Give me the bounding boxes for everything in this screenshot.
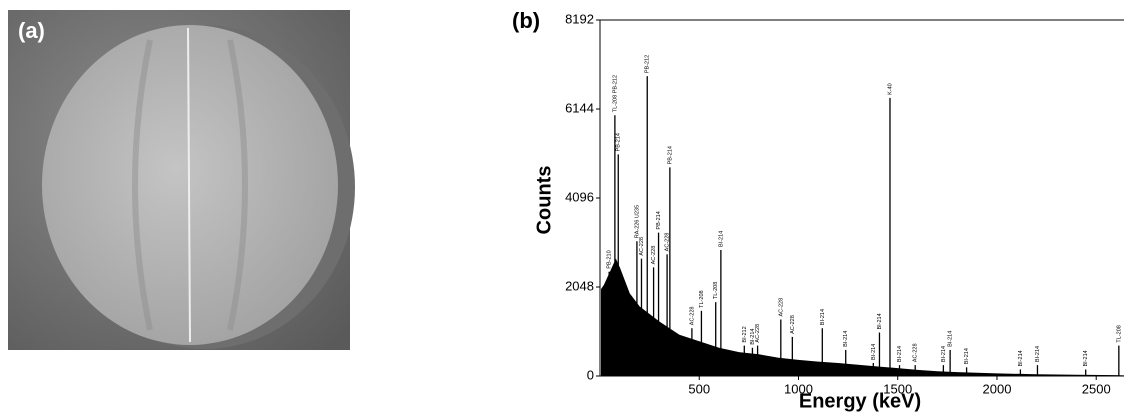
y-tick-label: 4096: [565, 189, 594, 204]
peak-label: BI-214: [1035, 346, 1041, 362]
x-tick-label: 2500: [1082, 381, 1111, 396]
peak-label: AC-228: [755, 324, 761, 343]
y-tick-label: 8192: [565, 11, 594, 26]
peak-label: BI-214: [820, 309, 826, 325]
y-tick-label: 2048: [565, 278, 594, 293]
peak-label: BI-214: [948, 331, 954, 347]
peak-label: AC-228: [651, 246, 657, 265]
peak-label: TL-208 PB-212: [612, 75, 618, 112]
disc-texture: [132, 39, 248, 331]
photo: 8 cm (a): [8, 10, 435, 350]
peak-label: AC-228: [689, 307, 695, 326]
scale-label: 8 cm: [385, 174, 435, 199]
peak-label: PB-210: [607, 250, 613, 268]
y-tick-label: 6144: [565, 100, 594, 115]
peak-label: BI-214: [964, 348, 970, 364]
continuum: [600, 258, 1124, 376]
seam: [187, 27, 191, 343]
peak-label: AC-228: [639, 237, 645, 256]
peak-label: BI-214: [750, 329, 756, 345]
peak-label: AC-228: [778, 298, 784, 317]
peak-label: PB-212: [645, 55, 651, 73]
peak-label: AC-228: [665, 233, 671, 252]
x-tick-label: 1000: [784, 381, 813, 396]
y-tick-label: 0: [587, 367, 594, 382]
x-tick-label: 500: [688, 381, 710, 396]
peak-label: BI-214: [877, 313, 883, 329]
x-axis-label: Energy (keV): [799, 390, 921, 412]
peak-label: PB-214: [656, 211, 662, 229]
x-tick-label: 2000: [983, 381, 1012, 396]
peak-label: TL-208: [1116, 325, 1122, 342]
arrow-head: [358, 34, 382, 58]
peak-label: BI-214: [1083, 350, 1089, 366]
peak-label: BI-214: [843, 331, 849, 347]
peak-label: BI-214: [897, 346, 903, 362]
peak-label: BI-212: [742, 326, 748, 342]
panel-label: (b): [512, 8, 540, 33]
peak-label: AC-228: [790, 315, 796, 334]
peak-label: BI-214: [718, 231, 724, 247]
peak-label: AC-228: [913, 343, 919, 362]
x-tick-label: 1500: [883, 381, 912, 396]
y-axis-label: Counts: [533, 166, 555, 235]
panel-label: (a): [18, 18, 45, 43]
arrow-head: [358, 310, 382, 334]
peak-label: BI-214: [871, 344, 877, 360]
peak-label: K-40: [887, 83, 893, 95]
peak-label: BI-214: [1018, 350, 1024, 366]
peak-label: BI-214: [941, 346, 947, 362]
peak-label: RA-226 U235: [634, 205, 640, 238]
peak-label: TL-208: [713, 282, 719, 299]
peak-label: PB-214: [667, 146, 673, 164]
peak-label: TL-208: [699, 290, 705, 307]
peak-label: PB-214: [616, 133, 622, 151]
